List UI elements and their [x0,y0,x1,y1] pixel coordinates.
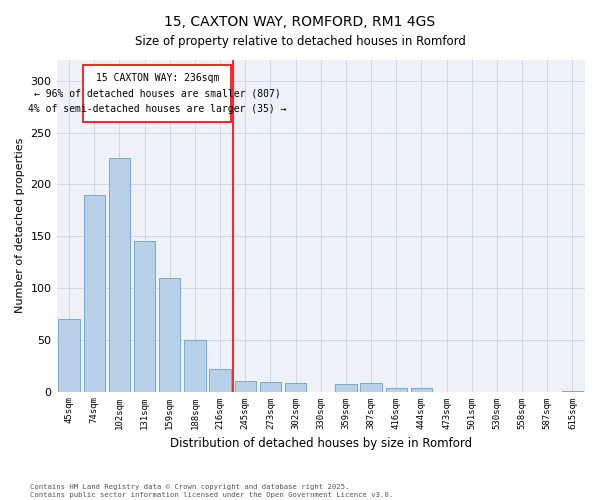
Bar [58,319,80,392]
Bar [260,382,281,392]
Bar [235,381,256,392]
Bar [184,340,206,392]
Bar [285,384,307,392]
Bar [335,384,356,392]
Bar [134,242,155,392]
Text: 15, CAXTON WAY, ROMFORD, RM1 4GS: 15, CAXTON WAY, ROMFORD, RM1 4GS [164,15,436,29]
Bar [386,388,407,392]
Bar [562,390,583,392]
Text: 4% of semi-detached houses are larger (35) →: 4% of semi-detached houses are larger (3… [28,104,286,114]
Bar [209,369,231,392]
Bar [83,65,232,122]
Bar [159,278,181,392]
Y-axis label: Number of detached properties: Number of detached properties [15,138,25,314]
Text: ← 96% of detached houses are smaller (807): ← 96% of detached houses are smaller (80… [34,88,281,98]
Text: 15 CAXTON WAY: 236sqm: 15 CAXTON WAY: 236sqm [95,72,219,83]
Text: Size of property relative to detached houses in Romford: Size of property relative to detached ho… [134,35,466,48]
X-axis label: Distribution of detached houses by size in Romford: Distribution of detached houses by size … [170,437,472,450]
Text: Contains HM Land Registry data © Crown copyright and database right 2025.
Contai: Contains HM Land Registry data © Crown c… [30,484,393,498]
Bar [411,388,432,392]
Bar [109,158,130,392]
Bar [83,194,105,392]
Bar [361,384,382,392]
